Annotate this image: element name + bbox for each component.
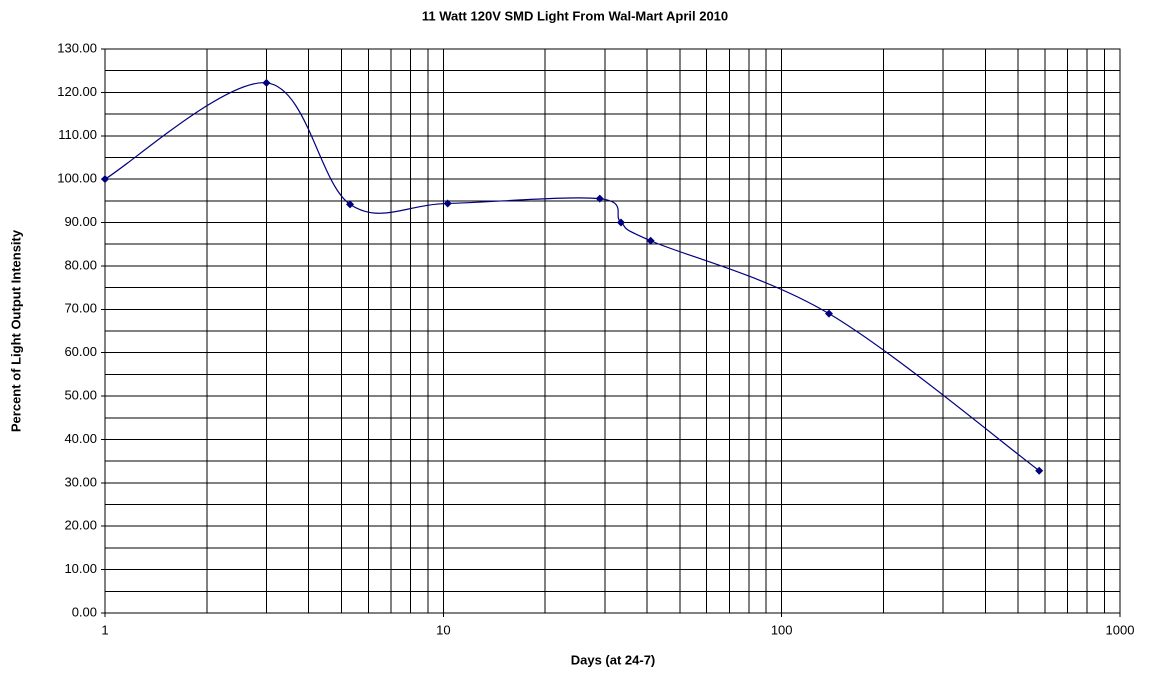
plot-border xyxy=(104,48,1121,614)
y-tick-label: 120.00 xyxy=(57,84,97,99)
y-tick-label: 20.00 xyxy=(64,518,97,533)
y-tick-label: 70.00 xyxy=(64,301,97,316)
y-tick-label: 50.00 xyxy=(64,388,97,403)
data-point xyxy=(1035,466,1044,475)
x-tick-label: 100 xyxy=(771,622,793,637)
data-point xyxy=(262,78,271,87)
y-tick-label: 130.00 xyxy=(57,40,97,55)
data-point xyxy=(101,175,109,184)
data-point xyxy=(595,194,604,203)
y-tick-label: 0.00 xyxy=(72,604,97,619)
y-tick-label: 90.00 xyxy=(64,214,97,229)
data-point xyxy=(824,309,833,318)
y-tick-label: 60.00 xyxy=(64,344,97,359)
x-tick-label: 1000 xyxy=(1106,622,1135,637)
y-tick-label: 10.00 xyxy=(64,561,97,576)
data-point xyxy=(616,218,625,227)
y-tick-label: 30.00 xyxy=(64,474,97,489)
data-point xyxy=(346,200,355,209)
x-tick-label: 1 xyxy=(101,622,108,637)
y-tick-label: 110.00 xyxy=(58,127,97,142)
x-tick-label: 10 xyxy=(436,622,450,637)
y-axis-label: Percent of Light Output Intensity xyxy=(8,229,23,432)
y-tick-label: 100.00 xyxy=(57,171,97,186)
chart-title: 11 Watt 120V SMD Light From Wal-Mart Apr… xyxy=(422,8,728,23)
y-tick-label: 80.00 xyxy=(64,257,97,272)
x-axis-label: Days (at 24-7) xyxy=(571,652,656,667)
series-line xyxy=(104,82,1040,472)
data-point xyxy=(443,199,452,208)
data-point xyxy=(646,236,655,245)
y-tick-label: 40.00 xyxy=(64,431,97,446)
